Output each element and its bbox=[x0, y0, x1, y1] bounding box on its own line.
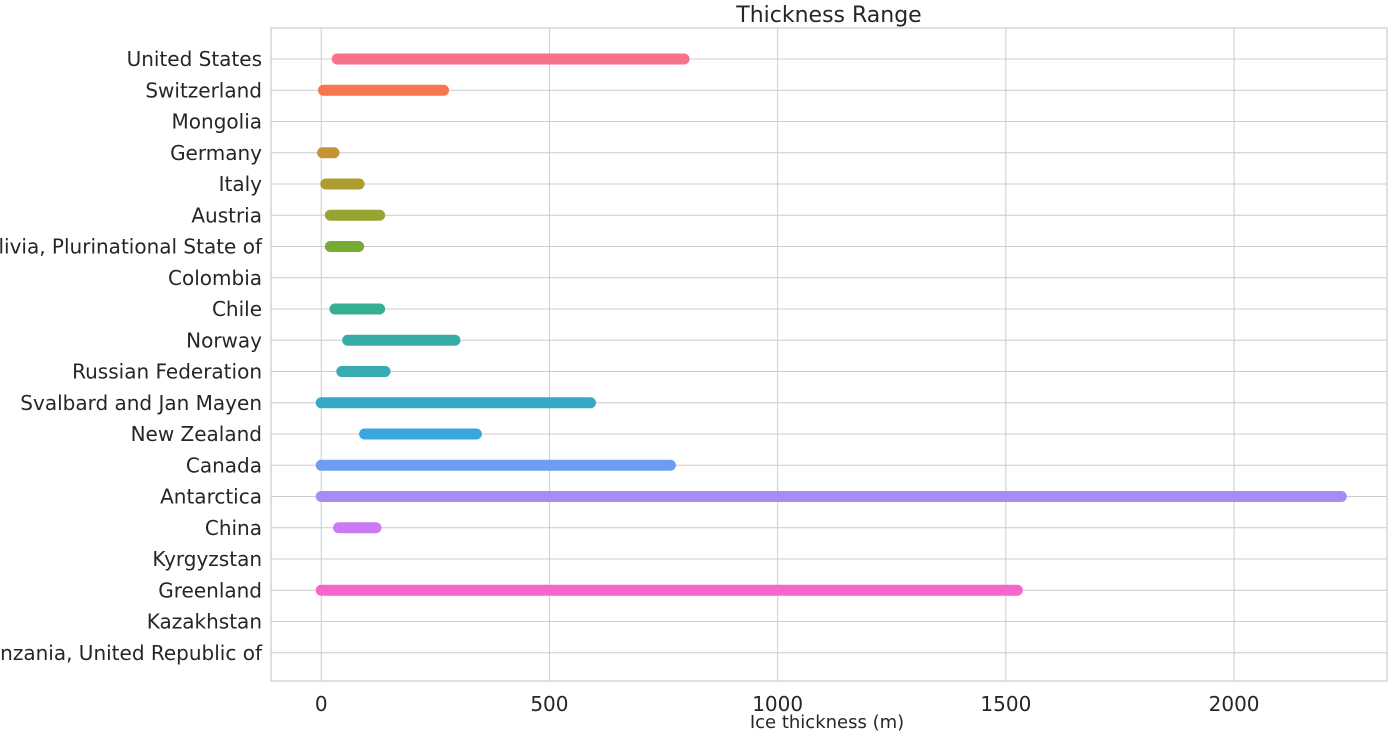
x-tick-label-1000: 1000 bbox=[752, 692, 803, 716]
category-label-kyrgyzstan: Kyrgyzstan bbox=[152, 547, 262, 571]
category-label-greenland: Greenland bbox=[158, 578, 262, 602]
category-label-russian-federation: Russian Federation bbox=[72, 360, 262, 384]
range-bars bbox=[315, 53, 1347, 596]
category-label-bolivia-plurinational-state-of: Bolivia, Plurinational State of bbox=[0, 235, 263, 259]
category-label-chile: Chile bbox=[212, 297, 262, 321]
category-label-austria: Austria bbox=[191, 203, 262, 227]
category-label-colombia: Colombia bbox=[168, 266, 262, 290]
category-label-mongolia: Mongolia bbox=[172, 110, 262, 134]
category-label-new-zealand: New Zealand bbox=[131, 422, 262, 446]
plot-area-frame bbox=[270, 27, 1388, 682]
category-label-svalbard-and-jan-mayen: Svalbard and Jan Mayen bbox=[20, 391, 262, 415]
category-label-switzerland: Switzerland bbox=[145, 78, 262, 102]
x-axis-title: Ice thickness (m) bbox=[750, 712, 904, 733]
x-tick-label-0: 0 bbox=[315, 692, 328, 716]
category-label-kazakhstan: Kazakhstan bbox=[147, 610, 262, 634]
chart-title: Thickness Range bbox=[735, 3, 921, 28]
category-label-antarctica: Antarctica bbox=[160, 485, 262, 509]
x-tick-labels: 0 500 1000 1500 2000 bbox=[315, 692, 1260, 716]
category-label-germany: Germany bbox=[170, 141, 262, 165]
category-label-tanzania-united-republic-of: Tanzania, United Republic of bbox=[0, 641, 263, 665]
category-label-italy: Italy bbox=[219, 172, 263, 196]
category-label-canada: Canada bbox=[186, 453, 262, 477]
category-label-china: China bbox=[205, 516, 262, 540]
x-tick-label-2000: 2000 bbox=[1209, 692, 1260, 716]
grid-lines bbox=[271, 28, 1387, 681]
category-label-united-states: United States bbox=[127, 47, 262, 71]
category-label-norway: Norway bbox=[186, 328, 262, 352]
category-labels: United States Switzerland Mongolia Germany I… bbox=[0, 47, 263, 665]
x-tick-label-1500: 1500 bbox=[980, 692, 1031, 716]
x-tick-label-500: 500 bbox=[530, 692, 568, 716]
